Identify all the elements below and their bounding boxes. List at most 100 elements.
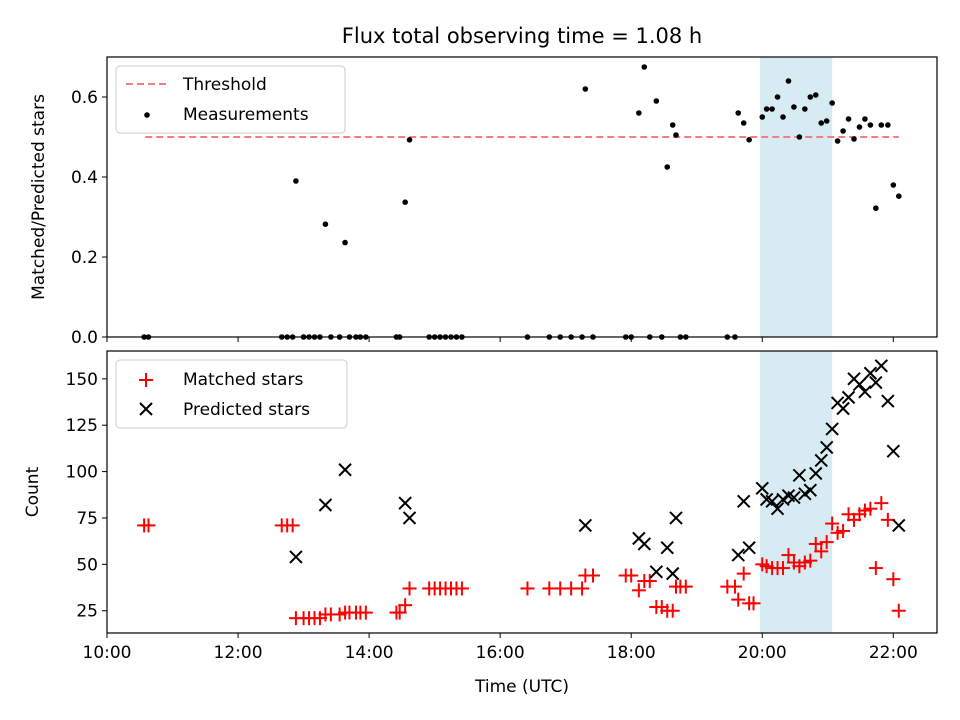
predicted-star-point: [660, 540, 674, 555]
measurement-point: [845, 116, 852, 122]
x-tick-label: 14:00: [345, 643, 394, 663]
bottom-y-tick-label: 150: [66, 370, 98, 390]
matched-star-point: [585, 568, 600, 583]
predicted-star-point: [578, 518, 593, 533]
matched-star-point: [874, 496, 889, 511]
predicted-star-point: [881, 394, 895, 408]
predicted-star-point: [886, 444, 901, 458]
measurement-point: [840, 128, 846, 134]
top-y-tick-label: 0.0: [71, 328, 98, 348]
matched-star-point: [868, 561, 883, 576]
matched-star-point: [285, 518, 300, 533]
predicted-star-point: [770, 501, 785, 516]
top-y-axis-label: Matched/Predicted stars: [29, 94, 49, 300]
predicted-star-point: [836, 401, 850, 416]
x-tick-label: 18:00: [607, 643, 656, 663]
predicted-star-point: [787, 490, 801, 505]
measurement-point: [851, 136, 857, 142]
bottom-highlight-span: [760, 351, 833, 633]
predicted-star-point: [736, 494, 751, 508]
predicted-star-point: [803, 483, 818, 497]
measurement-point: [812, 92, 819, 98]
measurement-point: [673, 132, 679, 138]
measurement-point: [322, 221, 329, 227]
predicted-star-point: [398, 496, 412, 510]
matched-star-point: [727, 579, 742, 594]
predicted-star-point: [858, 385, 872, 399]
predicted-star-point: [892, 518, 906, 533]
matched-star-point: [402, 581, 417, 596]
matched-star-point: [358, 605, 373, 620]
top-legend: Threshold Measurements: [115, 65, 346, 134]
bottom-y-tick-label: 75: [76, 509, 98, 529]
legend-matched-swatch: [139, 373, 153, 387]
top-y-tick-label: 0.2: [71, 248, 98, 268]
matched-star-point: [808, 536, 823, 551]
measurement-point: [807, 94, 814, 100]
predicted-star-point: [755, 481, 769, 495]
measurement-point: [895, 193, 902, 199]
measurement-point: [796, 134, 803, 140]
measurement-point: [582, 86, 589, 92]
legend-predicted-swatch: [139, 402, 153, 416]
top-legend-box: [115, 65, 346, 134]
predicted-star-point: [874, 359, 889, 373]
matched-star-point: [398, 598, 413, 613]
measurement-point: [890, 182, 897, 188]
measurement-point: [873, 205, 879, 211]
predicted-star-point: [852, 377, 867, 392]
matched-star-point: [731, 592, 746, 607]
measurement-point: [774, 94, 781, 100]
predicted-star-point: [338, 463, 352, 477]
predicted-star-point: [402, 511, 417, 525]
measurement-point: [664, 164, 671, 170]
measurement-point: [769, 106, 775, 112]
matched-star-point: [803, 553, 818, 568]
top-panel: 0.0 0.2 0.4 0.6 Matched/Predicted stars Thr…: [29, 56, 938, 348]
measurement-point: [862, 116, 868, 122]
measurement-point: [740, 120, 747, 126]
matched-star-point: [141, 518, 156, 533]
bottom-y-tick-label: 50: [76, 555, 98, 575]
measurement-point: [342, 239, 348, 246]
measurement-point: [669, 122, 676, 128]
figure-title: Flux total observing time = 1.08 h: [342, 24, 702, 48]
predicted-star-point: [809, 466, 823, 481]
measurement-point: [636, 110, 642, 116]
predicted-star-point: [649, 565, 664, 579]
matched-star-point: [678, 579, 693, 594]
measurement-point: [780, 114, 786, 120]
predicted-star-point: [742, 540, 756, 555]
matched-star-point: [836, 523, 851, 538]
matched-star-point: [781, 548, 796, 563]
measurement-point: [802, 106, 808, 112]
measurement-point: [763, 106, 770, 112]
bottom-y-tick-label: 25: [76, 602, 98, 622]
bottom-y-axis-label: Count: [23, 466, 43, 517]
matched-star-point: [819, 535, 834, 550]
measurement-point: [856, 124, 863, 130]
predicted-star-point: [814, 453, 828, 468]
bottom-axes-frame: [106, 350, 938, 634]
measurement-point: [293, 178, 299, 184]
x-tick-label: 10:00: [83, 643, 132, 663]
predicted-star-point: [841, 390, 856, 405]
matched-star-point: [624, 568, 639, 583]
matched-star-point: [520, 581, 535, 596]
matched-star-point: [392, 605, 407, 620]
measurement-point: [878, 122, 885, 128]
bottom-y-tick-label: 100: [66, 463, 98, 483]
matched-star-point: [814, 544, 829, 559]
predicted-star-point: [637, 537, 652, 551]
legend-matched-label: Matched stars: [183, 370, 303, 390]
measurement-point: [402, 199, 408, 205]
predicted-star-point: [792, 468, 807, 483]
matched-star-point: [863, 501, 878, 516]
measurement-point: [818, 120, 825, 126]
bottom-y-tick-label: 125: [66, 416, 98, 436]
bottom-panel: 25 50 75 100 125 150 10:00 12:00 14:00 16:00 18:0…: [23, 350, 938, 697]
measurement-point: [785, 78, 792, 84]
predicted-star-point: [863, 366, 878, 380]
predicted-star-point: [669, 511, 683, 525]
bottom-x-axis-label: Time (UTC): [474, 677, 569, 697]
